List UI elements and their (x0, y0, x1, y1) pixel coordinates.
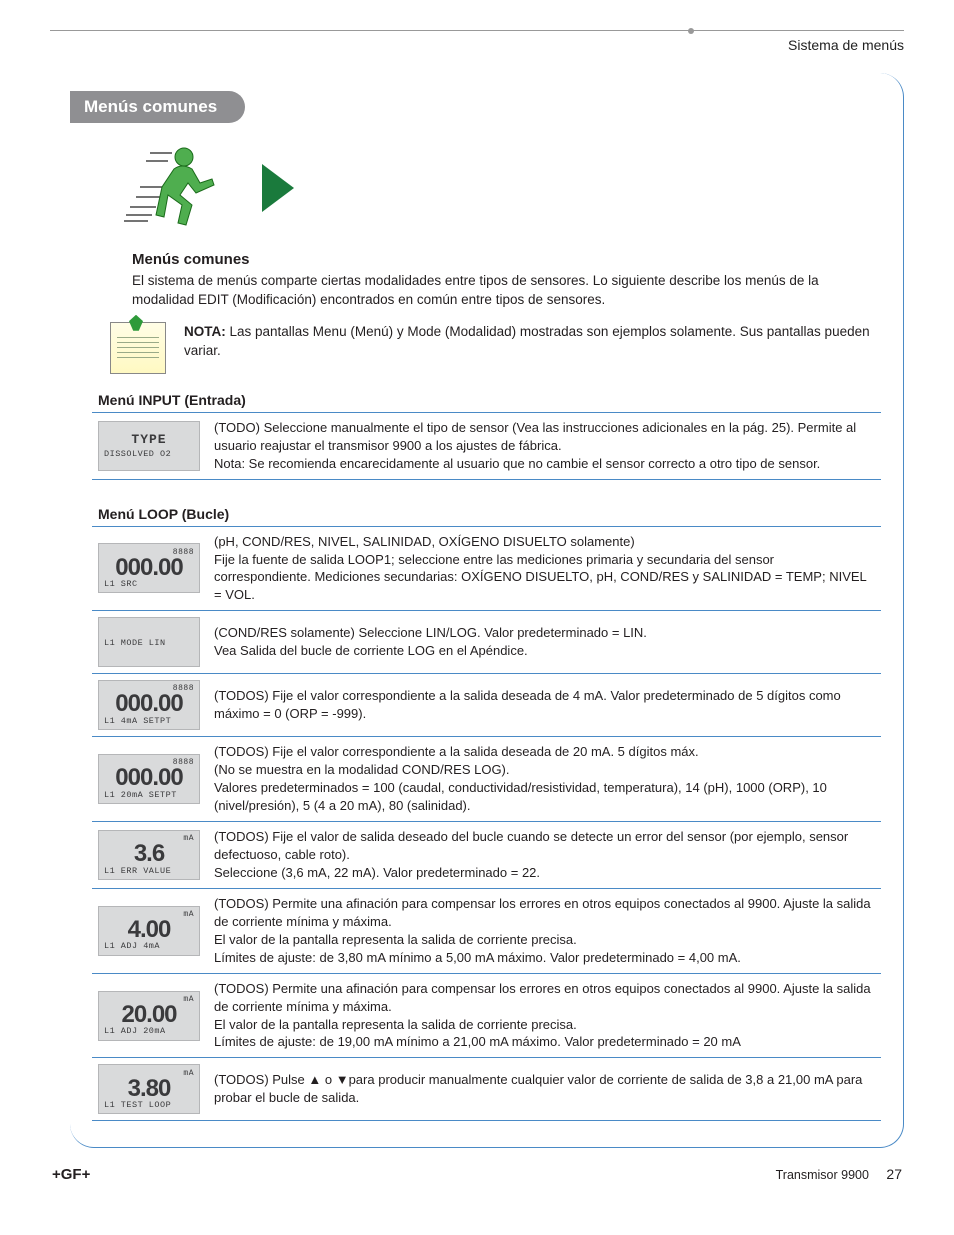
note-text: NOTA: Las pantallas Menu (Menú) y Mode (… (184, 322, 881, 361)
breadcrumb: Sistema de menús (50, 37, 904, 53)
menu-row: mA3.80L1 TEST LOOP (TODOS) Pulse ▲ o ▼par… (92, 1057, 881, 1120)
menu-row: 8888000.00L1 SRC (pH, COND/RES, NIVEL, SA… (92, 527, 881, 611)
header-rule (50, 30, 904, 31)
menu-row: TYPEDISSOLVED O2 (TODO) Seleccione manual… (92, 413, 881, 479)
hero-row (122, 143, 881, 233)
menu-row: L1 MODE LIN (COND/RES solamente) Seleccio… (92, 610, 881, 673)
menu-row-desc: (pH, COND/RES, NIVEL, SALINIDAD, OXÍGENO… (214, 533, 873, 605)
note-label: NOTA: (184, 324, 226, 339)
lcd-display: TYPEDISSOLVED O2 (98, 421, 200, 471)
lcd-display: 8888000.00L1 4mA SETPT (98, 680, 200, 730)
menu-row: mA4.00L1 ADJ 4mA (TODOS) Permite una afin… (92, 888, 881, 973)
footer-page: 27 (886, 1166, 902, 1182)
page: Sistema de menús Menús comunes (0, 0, 954, 1203)
lcd-display: 8888000.00L1 SRC (98, 543, 200, 593)
menu-row-desc: (TODOS) Pulse ▲ o ▼para producir manualm… (214, 1071, 873, 1107)
lcd-display: mA4.00L1 ADJ 4mA (98, 906, 200, 956)
menu-row-desc: (TODOS) Permite una afinación para compe… (214, 895, 873, 967)
menu-row-desc: (TODOS) Permite una afinación para compe… (214, 980, 873, 1052)
menu-row-desc: (TODO) Seleccione manualmente el tipo de… (214, 419, 873, 473)
arrow-right-icon (262, 164, 294, 212)
lcd-display: mA3.80L1 TEST LOOP (98, 1064, 200, 1114)
footer: +GF+ Transmisor 9900 27 (50, 1166, 904, 1183)
note-icon (110, 322, 166, 374)
menu-row-desc: (COND/RES solamente) Seleccione LIN/LOG.… (214, 624, 873, 660)
menu-row-desc: (TODOS) Fije el valor correspondiente a … (214, 687, 873, 723)
content-frame: Menús comunes (70, 73, 904, 1148)
section-tab: Menús comunes (70, 91, 245, 123)
lcd-display: mA20.00L1 ADJ 20mA (98, 991, 200, 1041)
input-menu-table: TYPEDISSOLVED O2 (TODO) Seleccione manual… (92, 412, 881, 480)
loop-menu-table: 8888000.00L1 SRC (pH, COND/RES, NIVEL, SA… (92, 526, 881, 1122)
lcd-display: 8888000.00L1 20mA SETPT (98, 754, 200, 804)
footer-product: Transmisor 9900 (776, 1168, 869, 1182)
note-body: Las pantallas Menu (Menú) y Mode (Modali… (184, 324, 870, 359)
lcd-display: mA3.6L1 ERR VALUE (98, 830, 200, 880)
menu-row: 8888000.00L1 4mA SETPT (TODOS) Fije el va… (92, 673, 881, 736)
lcd-display: L1 MODE LIN (98, 617, 200, 667)
loop-menu-heading: Menú LOOP (Bucle) (98, 506, 881, 522)
input-menu-heading: Menú INPUT (Entrada) (98, 392, 881, 408)
menu-row: mA20.00L1 ADJ 20mA (TODOS) Permite una af… (92, 973, 881, 1058)
menu-row: mA3.6L1 ERR VALUE (TODOS) Fije el valor d… (92, 821, 881, 888)
footer-brand: +GF+ (52, 1166, 90, 1183)
intro-title: Menús comunes (132, 251, 881, 268)
runner-icon (122, 143, 232, 233)
intro-text: El sistema de menús comparte ciertas mod… (132, 272, 881, 310)
menu-row: 8888000.00L1 20mA SETPT (TODOS) Fije el v… (92, 736, 881, 821)
note-block: NOTA: Las pantallas Menu (Menú) y Mode (… (110, 322, 881, 374)
menu-row-desc: (TODOS) Fije el valor de salida deseado … (214, 828, 873, 882)
menu-row-desc: (TODOS) Fije el valor correspondiente a … (214, 743, 873, 815)
footer-right: Transmisor 9900 27 (776, 1166, 902, 1182)
